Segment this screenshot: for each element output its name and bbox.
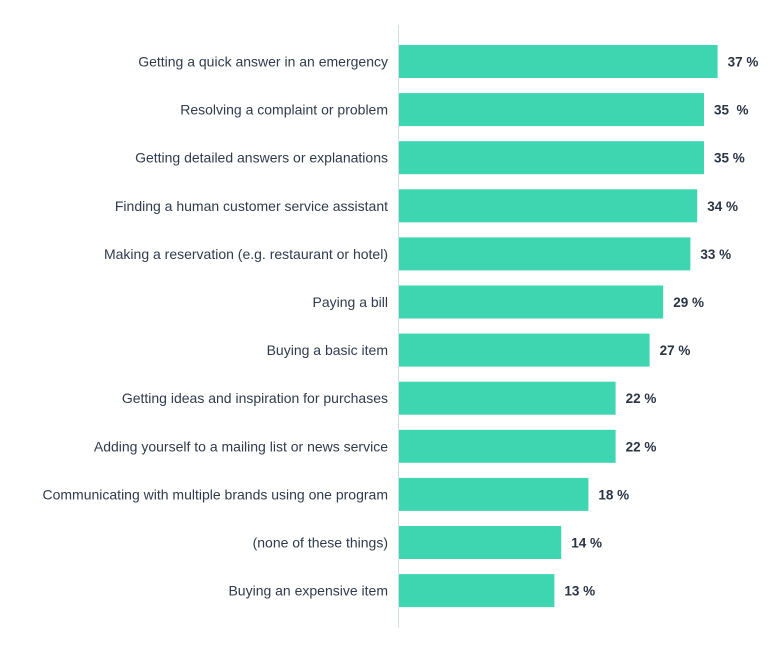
bar <box>399 574 555 608</box>
category-label: Making a reservation (e.g. restaurant or… <box>104 246 388 262</box>
value-label: 34 % <box>707 199 738 214</box>
value-label: 22 % <box>626 439 657 454</box>
category-label: Getting a quick answer in an emergency <box>138 54 388 70</box>
category-label: Getting ideas and inspiration for purcha… <box>122 390 388 406</box>
category-label: Buying a basic item <box>267 342 388 358</box>
value-label: 29 % <box>673 295 704 310</box>
bar <box>399 429 616 463</box>
category-label: Resolving a complaint or problem <box>180 102 388 118</box>
bar <box>399 526 562 559</box>
value-label: 14 % <box>571 536 602 551</box>
value-label: 35 % <box>714 103 749 118</box>
category-label: Getting detailed answers or explanations <box>135 150 388 166</box>
bar <box>399 141 704 175</box>
category-label: Paying a bill <box>313 294 389 310</box>
category-label: (none of these things) <box>253 535 388 551</box>
category-label: Communicating with multiple brands using… <box>42 486 388 502</box>
value-label: 13 % <box>564 584 595 599</box>
category-label: Adding yourself to a mailing list or new… <box>94 438 388 454</box>
category-label: Buying an expensive item <box>228 583 388 599</box>
bar <box>399 333 650 367</box>
value-label: 18 % <box>598 487 629 502</box>
value-label: 33 % <box>700 247 731 262</box>
bar <box>399 93 704 127</box>
value-label: 35 % <box>714 151 745 166</box>
bar <box>399 189 698 223</box>
value-label: 27 % <box>660 343 691 358</box>
bar <box>399 285 664 319</box>
bar <box>399 45 718 78</box>
value-label: 37 % <box>728 55 759 70</box>
value-label: 22 % <box>626 391 657 406</box>
bar <box>399 381 616 415</box>
bar <box>399 237 691 271</box>
bar <box>399 477 589 511</box>
category-label: Finding a human customer service assista… <box>115 198 388 214</box>
